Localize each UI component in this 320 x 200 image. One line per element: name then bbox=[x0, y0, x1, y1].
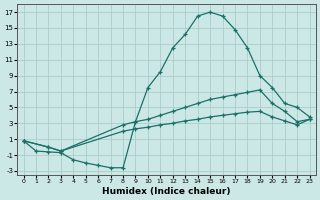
X-axis label: Humidex (Indice chaleur): Humidex (Indice chaleur) bbox=[102, 187, 231, 196]
